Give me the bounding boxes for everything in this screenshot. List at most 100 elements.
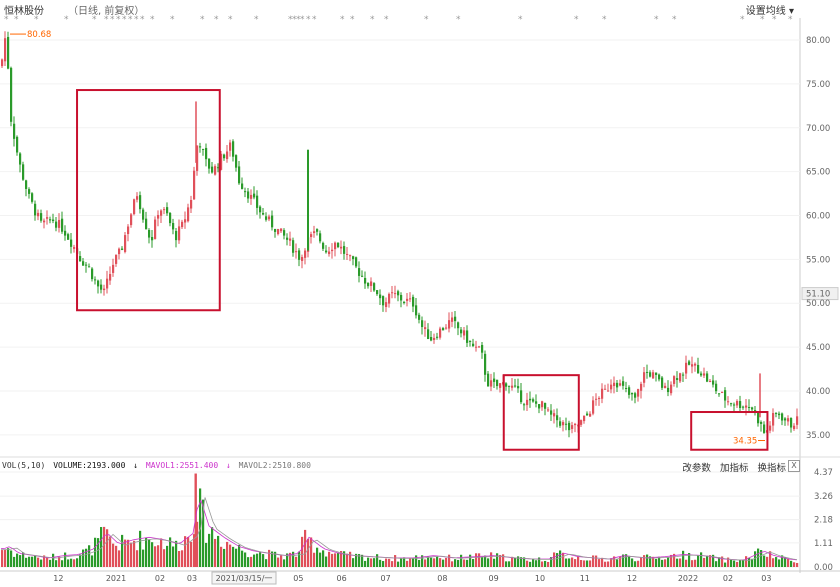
event-star-icon[interactable]: * <box>34 15 39 25</box>
event-star-icon[interactable]: * <box>340 15 345 25</box>
candle-body <box>697 364 700 374</box>
candle-body <box>604 388 607 390</box>
event-star-icon[interactable]: * <box>254 15 259 25</box>
volume-bar <box>622 554 625 567</box>
candle-body <box>457 322 460 329</box>
candle-body <box>787 418 790 422</box>
volume-bar <box>292 551 295 567</box>
candle-body <box>424 327 427 330</box>
event-star-icon[interactable]: * <box>384 15 389 25</box>
event-star-icon[interactable]: * <box>740 15 745 25</box>
event-star-icon[interactable]: * <box>574 15 579 25</box>
candle-body <box>550 410 553 415</box>
set-ma-button[interactable]: 设置均线 ▾ <box>745 6 794 17</box>
event-star-icon[interactable]: * <box>288 15 293 25</box>
event-star-icon[interactable]: * <box>140 15 145 25</box>
candle-body <box>280 228 283 232</box>
volume-bar <box>196 521 199 567</box>
event-star-icon[interactable]: * <box>456 15 461 25</box>
price-tick-label: 70.00 <box>806 124 830 134</box>
volume-bar <box>250 556 253 567</box>
event-star-icon[interactable]: * <box>104 15 109 25</box>
event-star-icon[interactable]: * <box>312 15 317 25</box>
event-star-icon[interactable]: * <box>228 15 233 25</box>
event-star-icon[interactable]: * <box>92 15 97 25</box>
volume-bar <box>580 559 583 567</box>
volume-bar <box>721 556 724 567</box>
candle-body <box>283 230 286 236</box>
volume-bar <box>523 557 526 567</box>
candle-body <box>460 329 463 334</box>
event-star-icon[interactable]: * <box>122 15 127 25</box>
event-star-icon[interactable]: * <box>296 15 301 25</box>
volume-bar <box>295 556 298 567</box>
event-star-icon[interactable]: * <box>170 15 175 25</box>
event-star-icon[interactable]: * <box>672 15 677 25</box>
volume-bar <box>283 559 286 567</box>
volume-bar <box>631 558 634 567</box>
volume-bar <box>199 488 202 567</box>
candle-body <box>598 397 601 399</box>
event-star-icon[interactable]: * <box>110 15 115 25</box>
event-star-icon[interactable]: * <box>518 15 523 25</box>
candle-body <box>742 406 745 408</box>
volume-bar <box>415 555 418 567</box>
event-star-icon[interactable]: * <box>772 15 777 25</box>
event-star-icon[interactable]: * <box>200 15 205 25</box>
volume-bar <box>640 557 643 567</box>
event-star-icon[interactable]: * <box>4 15 9 25</box>
event-star-icon[interactable]: * <box>424 15 429 25</box>
event-star-icon[interactable]: * <box>370 15 375 25</box>
volume-bar <box>358 554 361 567</box>
volume-bar <box>601 557 604 567</box>
volume-bar <box>148 539 151 567</box>
volume-bar <box>364 560 367 567</box>
volume-bar <box>88 545 91 567</box>
add-indicator-button[interactable]: 加指标 <box>719 463 749 474</box>
candle-body <box>370 281 373 286</box>
switch-indicator-button[interactable]: 换指标 <box>757 463 786 474</box>
volume-bar <box>109 536 112 567</box>
volume-bar <box>97 538 100 567</box>
crosshair-date-box <box>211 571 277 585</box>
candle-body <box>547 409 550 411</box>
volume-bar <box>607 561 610 567</box>
event-star-icon[interactable]: * <box>14 15 19 25</box>
mavol2-line <box>1 497 798 561</box>
event-star-icon[interactable]: * <box>788 15 793 25</box>
event-star-icon[interactable]: * <box>214 15 219 25</box>
event-star-icon[interactable]: * <box>350 15 355 25</box>
candle-body <box>559 421 562 426</box>
event-star-icon[interactable]: * <box>654 15 659 25</box>
candle-body <box>91 268 94 280</box>
candle-body <box>580 420 583 425</box>
candle-body <box>688 361 691 365</box>
event-star-icon[interactable]: * <box>300 15 305 25</box>
event-star-icon[interactable]: * <box>150 15 155 25</box>
volume-bar <box>778 559 781 567</box>
edit-params-button[interactable]: 改参数 <box>682 463 711 474</box>
event-star-icon[interactable]: * <box>128 15 133 25</box>
close-indicator-button[interactable]: X <box>788 460 800 472</box>
event-star-icon[interactable]: * <box>760 15 765 25</box>
event-star-icon[interactable]: * <box>306 15 311 25</box>
candle-body <box>514 385 517 387</box>
volume-bar <box>745 556 748 567</box>
candle-body <box>442 328 445 331</box>
event-star-icon[interactable]: * <box>64 15 69 25</box>
volume-bar <box>274 551 277 567</box>
candle-body <box>274 228 277 232</box>
volume-bar <box>121 534 124 567</box>
event-star-icon[interactable]: * <box>134 15 139 25</box>
event-star-icon[interactable]: * <box>116 15 121 25</box>
candle-body <box>388 293 391 304</box>
event-star-icon[interactable]: * <box>602 15 607 25</box>
candle-body <box>166 207 169 214</box>
highlight-box <box>690 411 769 451</box>
volume-bar <box>94 537 97 567</box>
volume-bar <box>535 560 538 567</box>
candle-body <box>64 230 67 236</box>
event-star-icon[interactable]: * <box>292 15 297 25</box>
highlight-box <box>76 89 221 312</box>
volume-bar <box>172 546 175 567</box>
